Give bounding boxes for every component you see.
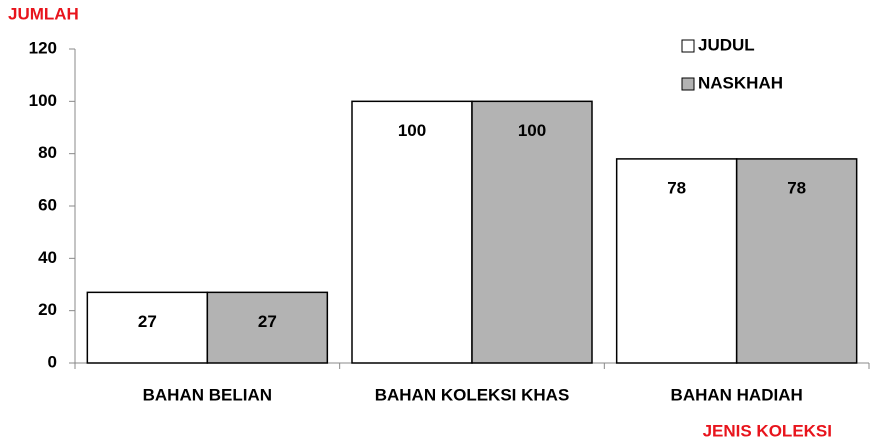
x-tick-label: BAHAN BELIAN bbox=[143, 385, 272, 404]
legend-swatch bbox=[681, 39, 695, 53]
x-tick-label: BAHAN KOLEKSI KHAS bbox=[375, 385, 570, 404]
y-tick-label: 40 bbox=[38, 248, 57, 267]
y-tick-label: 120 bbox=[29, 38, 57, 57]
bar bbox=[351, 100, 473, 364]
data-label: 100 bbox=[398, 121, 426, 140]
y-axis-label: JUMLAH bbox=[8, 4, 79, 23]
bar bbox=[471, 100, 593, 364]
x-tick-label: BAHAN HADIAH bbox=[671, 385, 803, 404]
y-tick-label: 60 bbox=[38, 195, 57, 214]
y-tick-label: 0 bbox=[48, 352, 57, 371]
bar bbox=[735, 158, 858, 364]
data-label: 27 bbox=[258, 312, 277, 331]
legend-label: NASKHAH bbox=[698, 73, 783, 92]
bar bbox=[206, 291, 329, 364]
legend-swatch bbox=[681, 77, 695, 91]
y-tick-label: 100 bbox=[29, 91, 57, 110]
bar bbox=[615, 158, 738, 364]
legend-label: JUDUL bbox=[698, 35, 755, 54]
y-tick-label: 20 bbox=[38, 300, 57, 319]
data-label: 27 bbox=[138, 312, 157, 331]
data-label: 78 bbox=[667, 178, 686, 197]
data-label: 78 bbox=[787, 178, 806, 197]
y-tick-label: 80 bbox=[38, 143, 57, 162]
x-axis-label: JENIS KOLEKSI bbox=[703, 421, 832, 440]
data-label: 100 bbox=[518, 121, 546, 140]
